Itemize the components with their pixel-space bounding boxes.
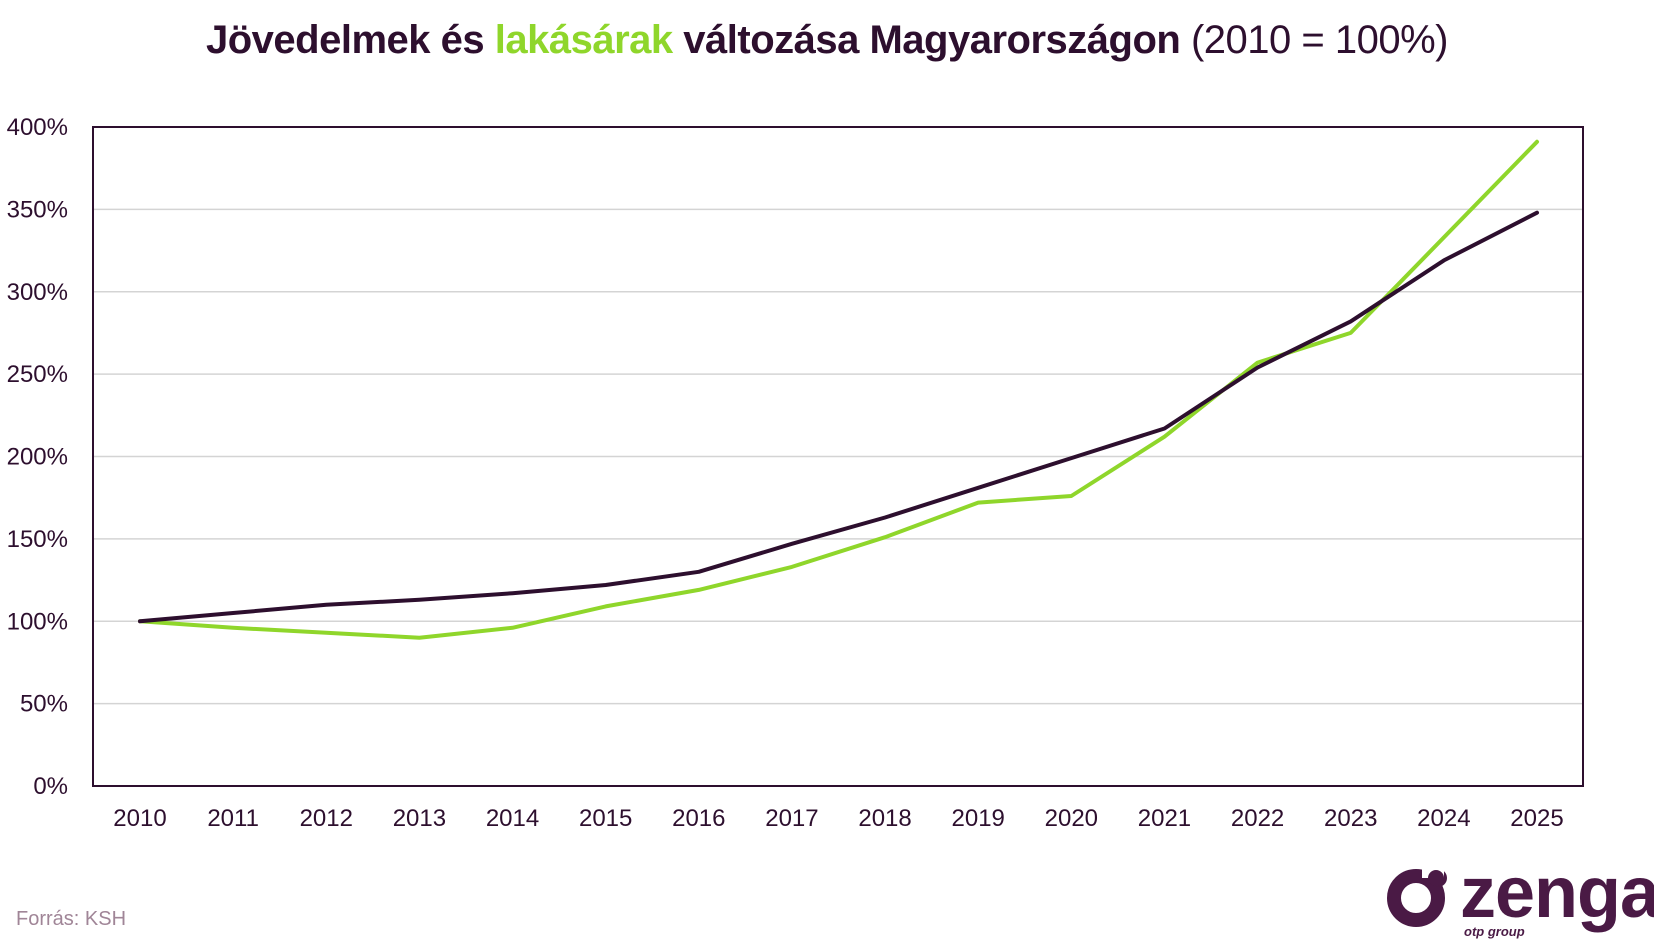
logo-mark-icon	[1387, 864, 1447, 927]
y-tick-label: 250%	[7, 361, 68, 388]
y-tick-label: 300%	[7, 279, 68, 306]
x-tick-label: 2023	[1324, 805, 1377, 832]
x-tick-label: 2010	[113, 805, 166, 832]
x-tick-label: 2022	[1231, 805, 1284, 832]
x-axis-tick-labels: 2010 2011 2012 2013 2014 2015 2016 2017 2018 2019…	[113, 805, 1563, 832]
title-suffix: (2010 = 100%)	[1180, 18, 1449, 62]
x-tick-label: 2019	[952, 805, 1005, 832]
source-note: Forrás: KSH	[16, 908, 127, 930]
x-tick-label: 2014	[486, 805, 539, 832]
y-tick-label: 100%	[7, 608, 68, 635]
x-tick-label: 2013	[393, 805, 446, 832]
x-tick-label: 2016	[672, 805, 725, 832]
title-part-1: Jövedelmek és	[206, 18, 495, 62]
grid-lines	[93, 208, 1583, 705]
x-tick-label: 2025	[1510, 805, 1563, 832]
x-tick-label: 2015	[579, 805, 632, 832]
title-highlight: lakásárak	[494, 18, 673, 62]
zenga-logo: zenga otp group	[1380, 853, 1654, 945]
x-tick-label: 2024	[1417, 805, 1470, 832]
y-tick-label: 350%	[7, 196, 68, 223]
x-tick-label: 2018	[858, 805, 911, 832]
x-tick-label: 2021	[1138, 805, 1191, 832]
y-tick-label: 200%	[7, 444, 68, 471]
y-axis-tick-labels: 0% 50% 100% 150% 200% 250% 300% 350% 400%	[7, 114, 68, 800]
logo-subtext: otp group	[1464, 924, 1525, 939]
chart-title: Jövedelmek és lakásárak változása Magyar…	[0, 18, 1654, 63]
x-tick-label: 2011	[207, 805, 259, 832]
y-tick-label: 150%	[7, 526, 68, 553]
y-tick-label: 50%	[20, 691, 68, 718]
title-part-2: változása Magyarországon	[672, 18, 1181, 62]
logo-wordmark: zenga	[1460, 853, 1654, 933]
series-lines	[138, 139, 1539, 640]
y-tick-label: 400%	[7, 114, 68, 141]
x-tick-label: 2017	[765, 805, 818, 832]
y-tick-label: 0%	[33, 773, 68, 800]
x-tick-label: 2020	[1045, 805, 1098, 832]
series-line-income	[138, 210, 1539, 624]
x-tick-label: 2012	[300, 805, 353, 832]
series-line-housing	[138, 139, 1539, 640]
plot-frame	[92, 126, 1584, 787]
